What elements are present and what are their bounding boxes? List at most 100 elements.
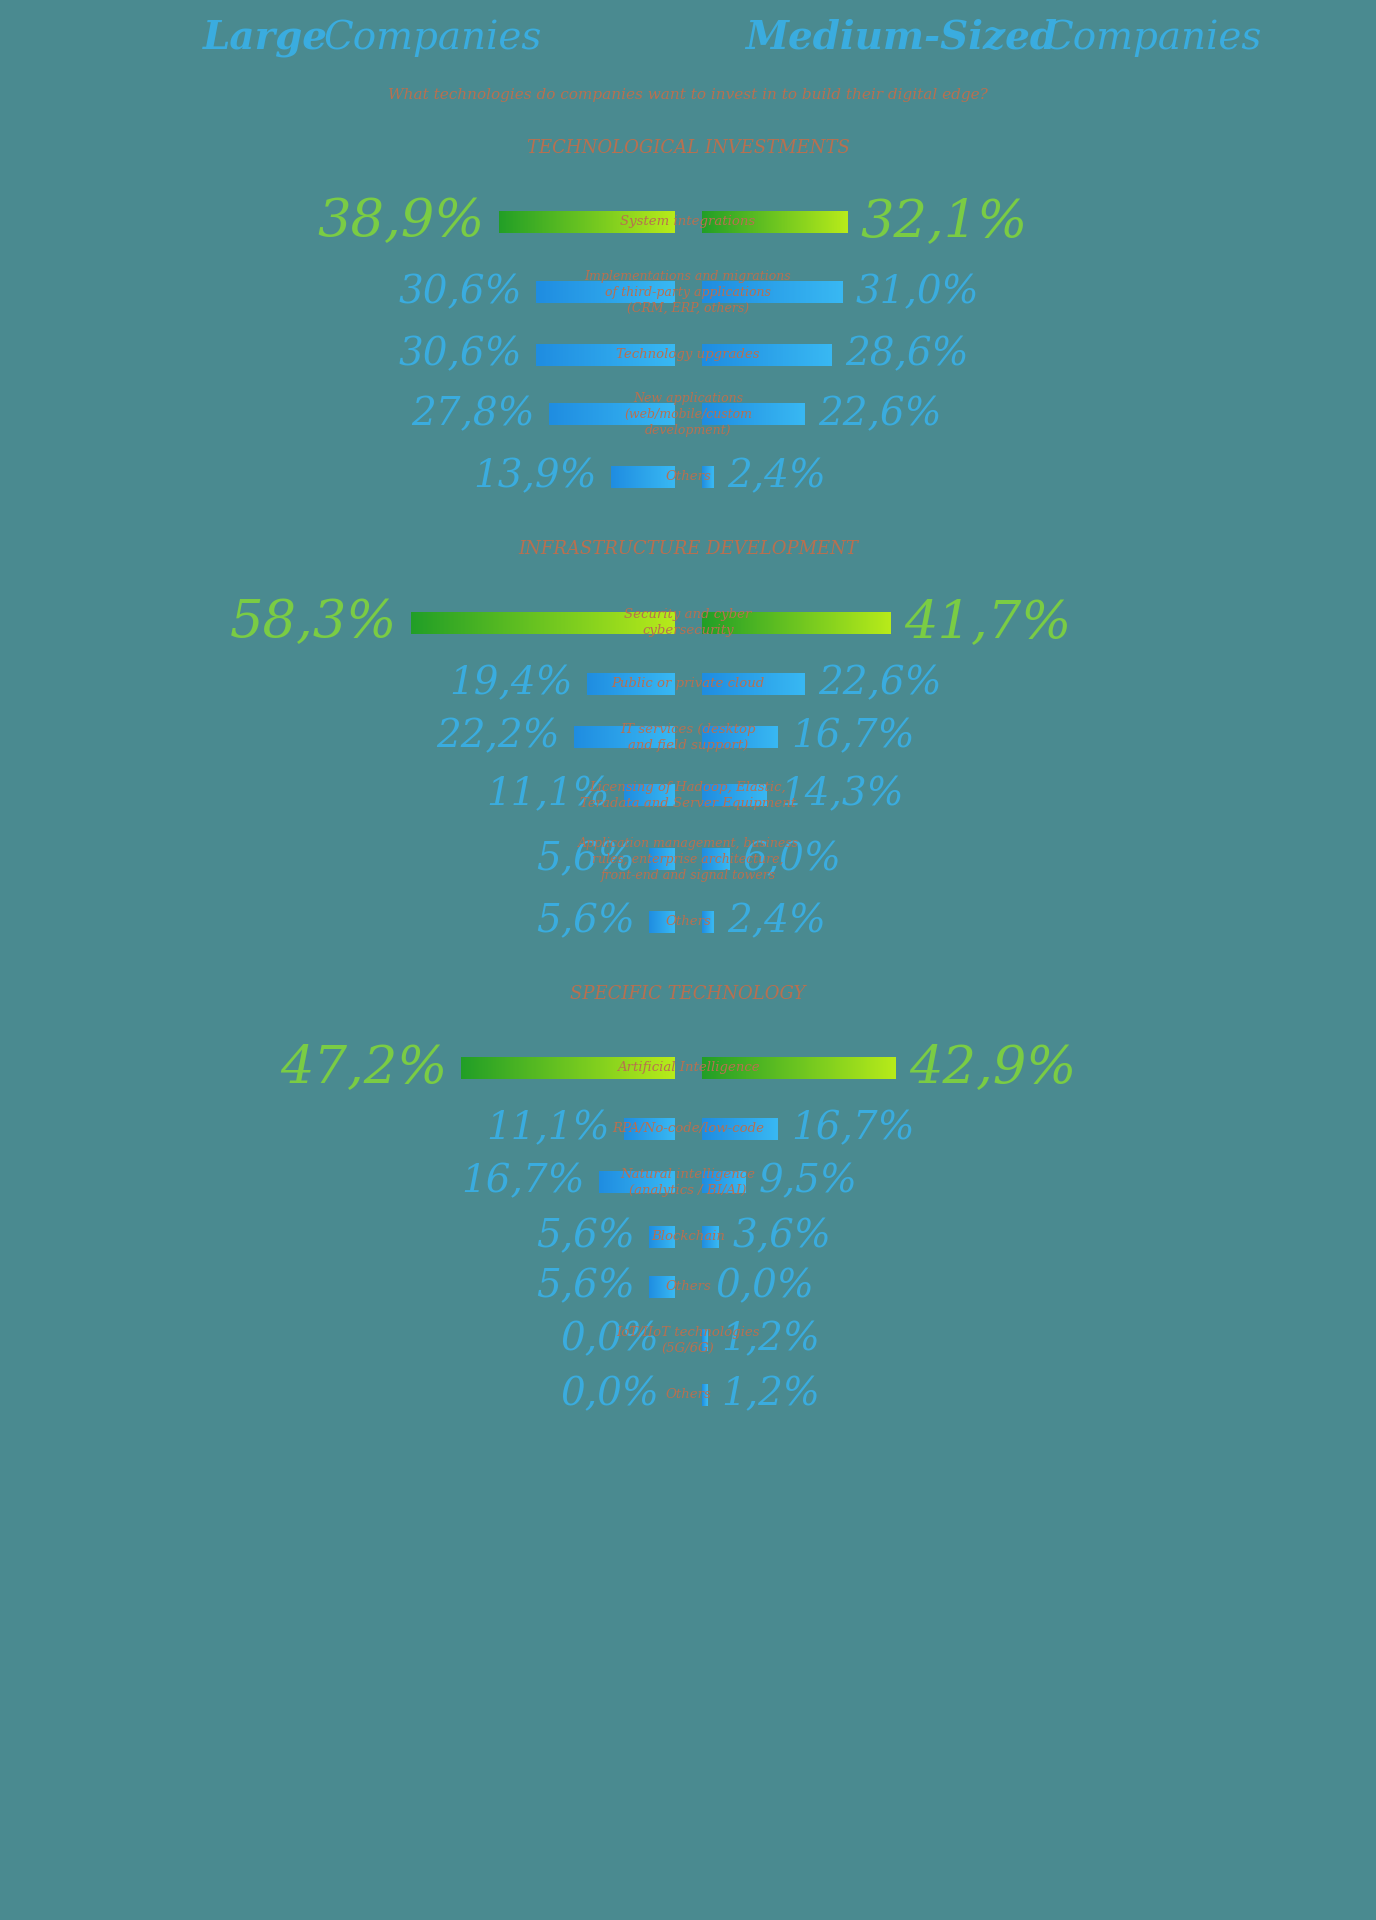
Bar <box>703 211 705 232</box>
Bar <box>766 282 768 303</box>
Bar <box>782 344 783 365</box>
Bar <box>630 211 632 232</box>
Text: 5,6%: 5,6% <box>535 1217 634 1256</box>
Bar <box>630 403 632 426</box>
Bar <box>566 282 567 303</box>
Bar <box>616 282 618 303</box>
Bar <box>722 672 724 695</box>
Bar <box>804 1056 805 1079</box>
Bar <box>447 611 449 634</box>
Bar <box>795 672 797 695</box>
Bar <box>499 211 501 232</box>
Bar <box>581 282 582 303</box>
Bar <box>746 282 747 303</box>
Bar <box>713 403 714 426</box>
Bar <box>585 403 586 426</box>
Bar <box>667 403 669 426</box>
Bar <box>614 282 615 303</box>
Bar <box>438 611 439 634</box>
Bar <box>592 211 593 232</box>
Bar <box>787 611 788 634</box>
Bar <box>537 211 539 232</box>
Bar <box>530 1056 531 1079</box>
Bar <box>654 611 655 634</box>
Bar <box>779 672 780 695</box>
Bar <box>612 344 614 365</box>
Bar <box>738 611 739 634</box>
Bar <box>482 611 484 634</box>
Bar <box>801 672 802 695</box>
Bar <box>644 344 645 365</box>
Bar <box>588 282 589 303</box>
Bar <box>768 403 769 426</box>
Bar <box>795 282 797 303</box>
Bar <box>586 211 588 232</box>
Bar <box>832 611 834 634</box>
Bar <box>834 282 835 303</box>
Bar <box>542 1056 544 1079</box>
Bar <box>567 403 568 426</box>
Bar <box>750 403 751 426</box>
Bar <box>527 211 530 232</box>
Bar <box>600 282 601 303</box>
Bar <box>757 344 758 365</box>
Bar <box>832 282 834 303</box>
Bar <box>559 403 560 426</box>
Bar <box>586 344 588 365</box>
Bar <box>802 344 804 365</box>
Bar <box>669 1056 670 1079</box>
Bar <box>673 403 674 426</box>
Bar <box>733 282 735 303</box>
Bar <box>583 282 585 303</box>
Text: 11,1%: 11,1% <box>486 1110 610 1146</box>
Bar <box>570 282 571 303</box>
Bar <box>731 611 732 634</box>
Bar <box>790 403 791 426</box>
Bar <box>561 403 563 426</box>
Text: 22,6%: 22,6% <box>817 396 941 432</box>
Bar <box>838 211 839 232</box>
Bar <box>714 344 716 365</box>
Text: Medium-Sized: Medium-Sized <box>744 19 1057 58</box>
Bar <box>769 211 771 232</box>
Bar <box>828 611 830 634</box>
Bar <box>817 282 819 303</box>
Bar <box>766 344 768 365</box>
Bar <box>535 1056 538 1079</box>
Bar <box>724 1056 727 1079</box>
Bar <box>742 403 743 426</box>
Bar <box>590 403 592 426</box>
Bar <box>629 403 630 426</box>
Bar <box>732 403 733 426</box>
Bar <box>561 403 563 426</box>
Bar <box>866 1056 867 1079</box>
Bar <box>709 344 710 365</box>
Bar <box>728 344 729 365</box>
Bar <box>810 344 812 365</box>
Bar <box>557 282 559 303</box>
Bar <box>791 282 793 303</box>
Bar <box>636 344 637 365</box>
Bar <box>810 282 813 303</box>
Bar <box>841 211 842 232</box>
Bar <box>615 403 618 426</box>
Bar <box>597 1056 600 1079</box>
Bar <box>812 1056 813 1079</box>
Bar <box>600 344 601 365</box>
Bar <box>515 211 516 232</box>
Bar <box>593 282 594 303</box>
Bar <box>732 211 733 232</box>
Bar <box>663 211 665 232</box>
Bar <box>637 611 640 634</box>
Bar <box>838 611 839 634</box>
Bar <box>755 672 757 695</box>
Bar <box>760 211 761 232</box>
Bar <box>648 344 649 365</box>
Bar <box>636 282 637 303</box>
Bar <box>593 344 594 365</box>
Bar <box>879 1056 881 1079</box>
Bar <box>590 403 592 426</box>
Bar <box>810 611 812 634</box>
Bar <box>552 211 553 232</box>
Bar <box>509 211 510 232</box>
